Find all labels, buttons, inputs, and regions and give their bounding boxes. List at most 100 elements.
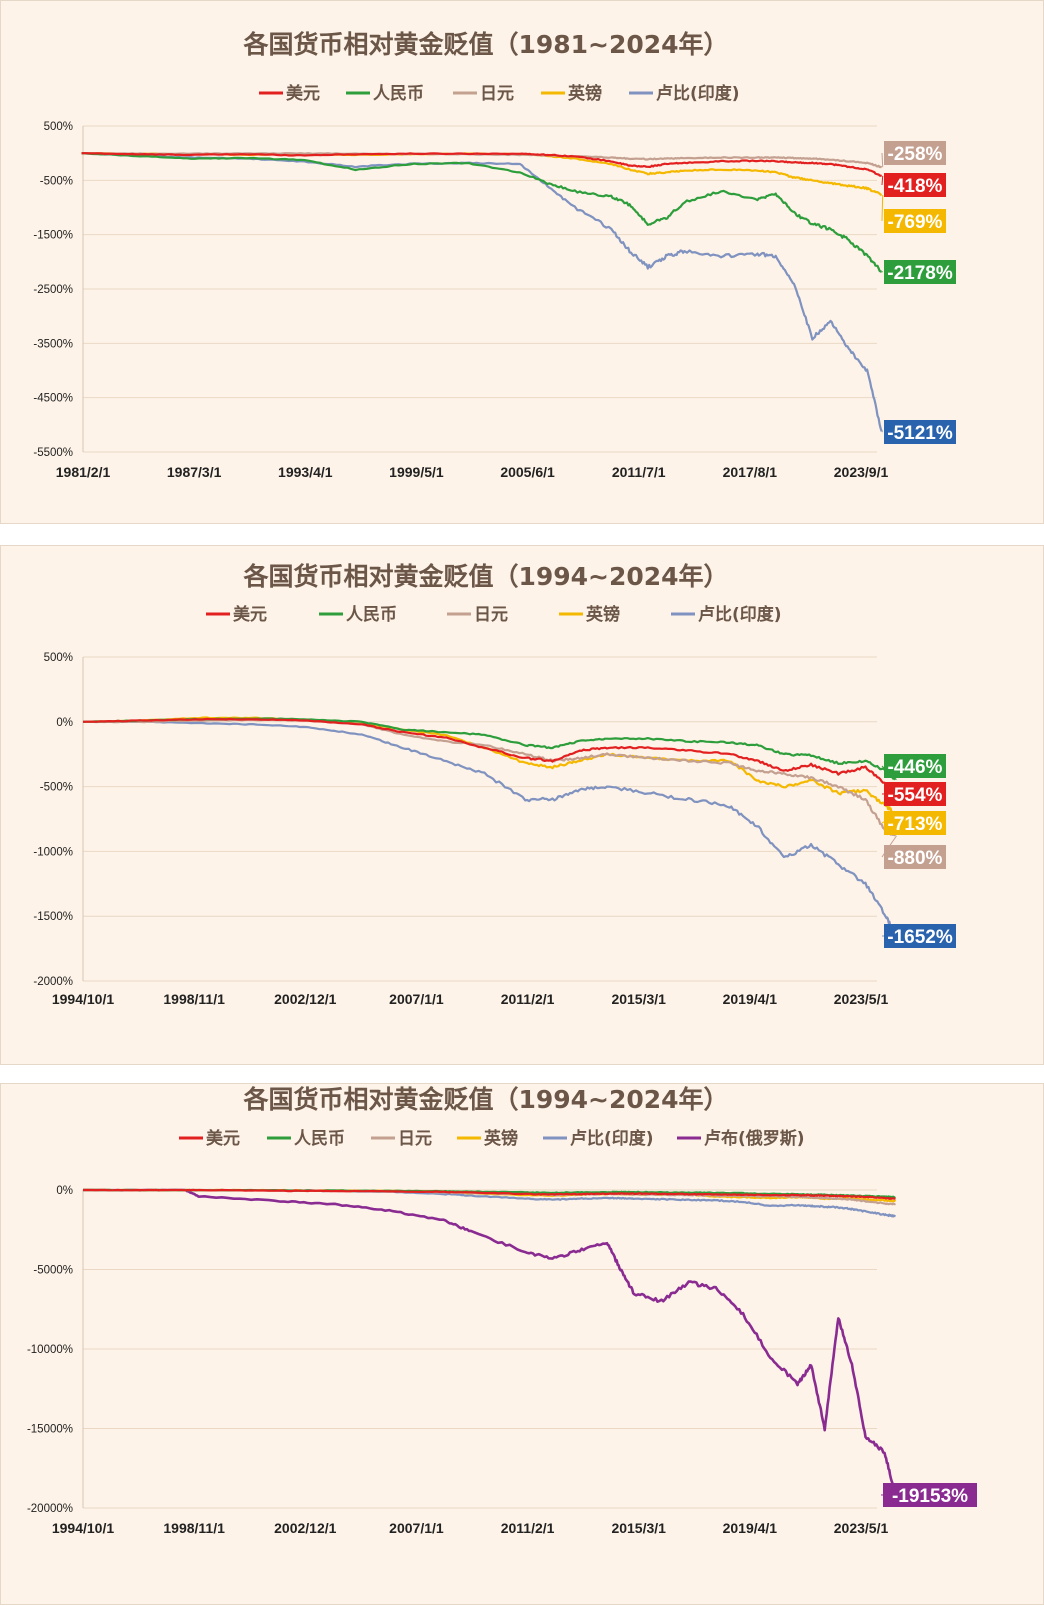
y-tick-label: -5000% [33,1265,73,1277]
end-label-box [884,811,946,835]
x-tick-label: 2005/6/1 [500,464,555,480]
x-tick-label: 2015/3/1 [611,1520,666,1536]
y-tick-label: -5500% [33,447,73,459]
chart-1994-2024: 各国货币相对黄金贬值（1994~2024年） 美元 人民币 日元 英镑 卢比(印度) 500… [33,562,956,1007]
x-tick-label: 1994/10/1 [52,1520,114,1536]
end-label-connector [881,194,884,222]
chart-title: 各国货币相对黄金贬值（1994~2024年） [242,1085,728,1114]
y-tick-label: -2500% [33,284,73,296]
y-tick-label: -500% [40,782,73,794]
x-tick-label: 2011/2/1 [501,991,555,1007]
end-label-box [884,845,946,869]
legend-label: 美元 [286,83,320,104]
end-label: -769% [888,212,943,233]
series-line [81,152,883,169]
x-tick-label: 2023/5/1 [834,991,889,1007]
legend-label: 英镑 [568,83,602,104]
end-label: -2178% [887,263,953,284]
end-label-box [883,1483,977,1507]
legend-label: 英镑 [586,604,620,625]
y-tick-label: 0% [56,717,73,729]
end-label: -713% [888,814,943,835]
y-tick-label: -3500% [33,338,73,350]
legend-label: 日元 [398,1129,432,1149]
end-label-box [884,260,956,284]
x-tick-label: 1998/11/1 [163,991,225,1007]
end-label-box [884,754,946,778]
y-tick-label: -1000% [33,846,73,858]
x-tick-label: 1999/5/1 [389,464,444,480]
y-tick-label: -10000% [27,1344,73,1356]
x-tick-label: 2017/8/1 [723,464,778,480]
x-tick-label: 2011/7/1 [612,464,666,480]
end-label-box [884,782,946,806]
chart-panel-3: 各国货币相对黄金贬值（1994~2024年） 美元 人民币 日元 英镑 卢比(印度) 卢布(… [0,1083,1044,1605]
chart-title: 各国货币相对黄金贬值（1994~2024年） [242,562,728,591]
chart-panel-1: 各国货币相对黄金贬值（1981~2024年） 美元 人民币 日元 英镑 卢比(印度) 500… [0,0,1044,524]
x-tick-label: 1998/11/1 [163,1520,225,1536]
series-line [83,1188,896,1200]
end-label: -554% [888,785,943,806]
legend-label: 人民币 [373,84,424,104]
end-label-connector [881,431,884,433]
series-line [81,152,882,177]
end-label-connector [881,152,884,168]
y-tick-label: -2000% [33,976,73,988]
end-label: -446% [888,757,943,778]
legend-label: 卢比(印度) [656,83,740,104]
chart-title: 各国货币相对黄金贬值（1981~2024年） [242,30,728,59]
y-tick-label: 500% [44,652,73,664]
legend-label: 卢比(印度) [570,1128,654,1149]
x-tick-label: 2015/3/1 [611,991,666,1007]
legend-label: 人民币 [346,605,397,625]
legend-label: 日元 [474,605,508,625]
end-label-box [884,420,956,444]
end-label: -880% [888,848,943,869]
chart-1994-2024-ruble: 各国货币相对黄金贬值（1994~2024年）美元 人民币 日元 英镑 卢比(印度) 卢布(… [27,1085,977,1536]
x-tick-label: 1993/4/1 [278,464,333,480]
x-tick-label: 2019/4/1 [723,991,778,1007]
x-tick-label: 1987/3/1 [167,464,222,480]
series-line [83,1188,897,1495]
end-label: -19153% [892,1486,968,1507]
end-label-box [884,209,946,233]
series-line [81,152,883,432]
y-tick-label: -1500% [33,911,73,923]
series-line [82,716,897,815]
series-line [83,720,897,937]
y-tick-label: 0% [56,1185,73,1197]
x-tick-label: 2023/5/1 [834,1520,889,1536]
end-label: -418% [888,176,943,197]
end-label-box [884,141,946,165]
chart-panel-2: 各国货币相对黄金贬值（1994~2024年） 美元 人民币 日元 英镑 卢比(印度) 500… [0,545,1044,1065]
y-tick-label: 500% [44,121,73,133]
x-tick-label: 1994/10/1 [52,991,114,1007]
x-tick-label: 2007/1/1 [389,991,444,1007]
legend-label: 人民币 [294,1129,345,1149]
end-label-box [884,924,956,948]
series-line [82,717,897,796]
legend-label: 英镑 [484,1128,518,1149]
y-tick-label: -1500% [33,230,73,242]
x-tick-label: 2023/9/1 [834,464,889,480]
x-tick-label: 2007/1/1 [389,1520,444,1536]
end-label: -1652% [887,927,953,948]
legend-label: 卢布(俄罗斯) [704,1128,805,1149]
legend-label: 美元 [206,1128,240,1149]
x-tick-label: 2019/4/1 [723,1520,778,1536]
y-tick-label: -20000% [27,1503,73,1515]
legend-label: 美元 [233,604,267,625]
y-tick-label: -500% [40,175,73,187]
end-label-box [884,173,946,197]
legend-label: 日元 [480,84,514,104]
y-tick-label: -4500% [33,393,73,405]
y-tick-label: -15000% [27,1424,73,1436]
legend-label: 卢比(印度) [698,604,782,625]
x-tick-label: 2011/2/1 [501,1520,555,1536]
end-label-connector [881,175,884,186]
x-tick-label: 2002/12/1 [274,991,336,1007]
series-line [81,152,882,273]
x-tick-label: 2002/12/1 [274,1520,336,1536]
end-label: -258% [888,144,943,165]
chart-1981-2024: 各国货币相对黄金贬值（1981~2024年） 美元 人民币 日元 英镑 卢比(印度) 500… [33,30,956,480]
